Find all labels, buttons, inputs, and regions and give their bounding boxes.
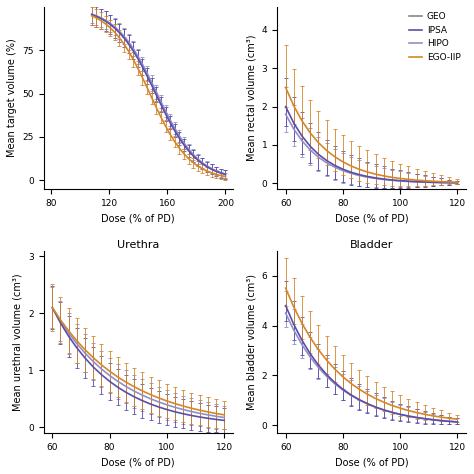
X-axis label: Dose (% of PD): Dose (% of PD) (101, 213, 175, 223)
Y-axis label: Mean urethral volume (cm³): Mean urethral volume (cm³) (13, 273, 23, 410)
Y-axis label: Mean bladder volume (cm³): Mean bladder volume (cm³) (246, 274, 256, 410)
Y-axis label: Mean rectal volume (cm³): Mean rectal volume (cm³) (246, 35, 256, 161)
X-axis label: Dose (% of PD): Dose (% of PD) (101, 457, 175, 467)
Title: Bladder: Bladder (350, 240, 393, 250)
X-axis label: Dose (% of PD): Dose (% of PD) (335, 457, 409, 467)
Y-axis label: Mean target volume (%): Mean target volume (%) (7, 38, 17, 157)
Legend: GEO, IPSA, HIPO, EGO-IIP: GEO, IPSA, HIPO, EGO-IIP (408, 11, 462, 63)
Title: Urethra: Urethra (117, 240, 159, 250)
X-axis label: Dose (% of PD): Dose (% of PD) (335, 213, 409, 223)
